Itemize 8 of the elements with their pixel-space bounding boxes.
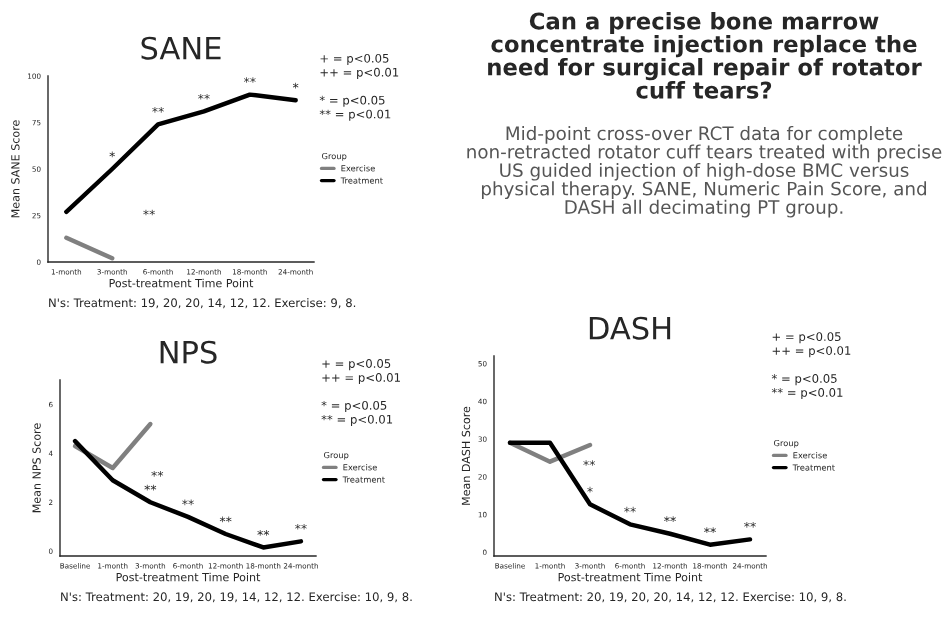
chart-title: DASH	[589, 316, 671, 340]
text: Mid-point cross-over RCT data for complete non-retracted rotator cuff tears treated with precise US guided injection of high-dose BMC versus physical therapy. SANE, Numeric Pain Score, and DASH all decimating PT group.	[467, 126, 942, 218]
line-series	[72, 438, 304, 550]
line-series	[64, 92, 298, 214]
chart-title: SANE	[141, 36, 221, 60]
text: Can a precise bone marrow concentrate injection replace the need for surgical repair of rotator cuff tears?	[488, 12, 922, 99]
chart-title: NPS	[160, 340, 217, 364]
line-series	[507, 440, 753, 547]
